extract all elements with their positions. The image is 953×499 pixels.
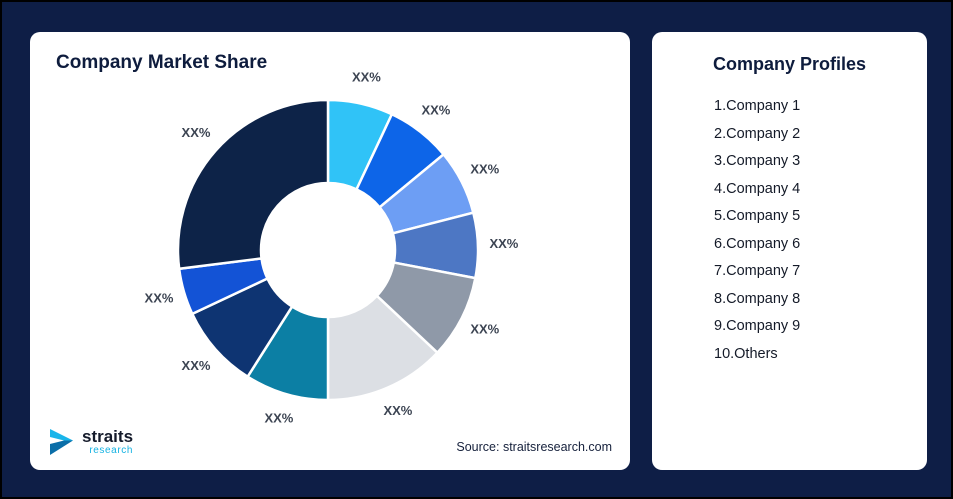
donut-segment-others	[176, 98, 330, 271]
market-share-card: Company Market Share XX% XX% XX% XX% XX% XX% X…	[30, 32, 630, 470]
donut-segment-label: XX%	[145, 291, 174, 306]
donut-segment-label: XX%	[182, 125, 211, 140]
profile-item: 4.Company 4	[714, 180, 801, 197]
logo-text-main: straits	[82, 426, 134, 446]
profile-item: 3.Company 3	[714, 153, 801, 169]
source-attribution: Source: straitsresearch.com	[456, 440, 612, 454]
donut-segment-label: XX%	[470, 162, 499, 177]
profile-item: 10.Others	[714, 345, 778, 362]
profile-item: 5.Company 5	[714, 208, 801, 224]
profiles-title: Company Profiles	[712, 54, 867, 74]
straits-logo-icon	[50, 429, 73, 455]
donut-segment-label: XX%	[489, 236, 518, 251]
profile-item: 1.Company 1	[714, 98, 801, 114]
donut-segment-label: XX%	[470, 321, 499, 336]
donut-segment-label: XX%	[383, 403, 412, 418]
profile-item: 9.Company 9	[714, 318, 801, 334]
straits-research-logo: straits research	[50, 428, 133, 456]
profiles-list: 1.Company 1 2.Company 2 3.Company 3 4.Compa…	[652, 93, 927, 368]
company-profiles-card: Company Profiles 1.Company 1 2.Company 2 3…	[652, 32, 927, 470]
chart-title: Company Market Share	[56, 52, 268, 73]
donut-segment-label: XX%	[352, 70, 381, 85]
logo-text: straits research	[82, 426, 134, 456]
profile-item: 2.Company 2	[714, 125, 801, 142]
donut-segment-label: XX%	[182, 358, 211, 373]
profile-item: 7.Company 7	[714, 263, 801, 279]
profile-item: 8.Company 8	[714, 290, 801, 307]
donut-chart: XX% XX% XX% XX% XX% XX% XX% XX% XX% XX%	[145, 70, 519, 426]
profile-item: 6.Company 6	[714, 235, 801, 252]
donut-segment-label: XX%	[264, 410, 293, 425]
logo-text-sub: research	[89, 444, 134, 456]
donut-segment-label: XX%	[421, 102, 450, 117]
